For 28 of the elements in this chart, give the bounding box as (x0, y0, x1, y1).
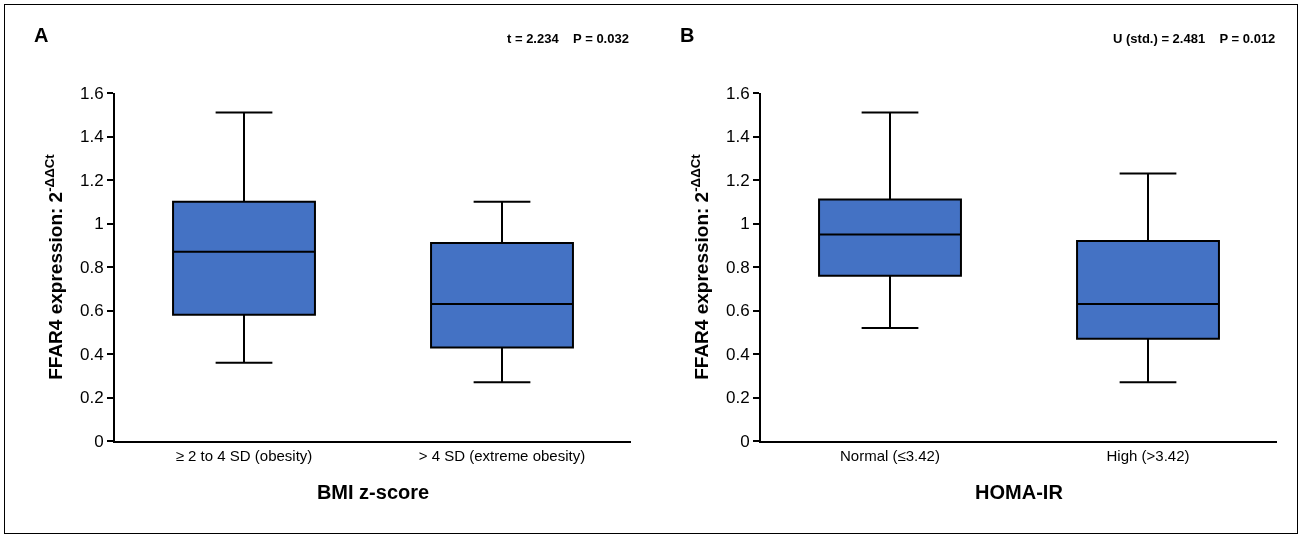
text: A (34, 24, 49, 46)
y-tick-label: 1.6 (725, 83, 750, 103)
y-tick-label: 1 (94, 214, 104, 234)
text: B (680, 24, 695, 46)
y-tick-label: 0.6 (725, 301, 750, 321)
y-tick-label: 0 (740, 431, 750, 451)
text: U (std.) = 2.481 P = 0.012 (1113, 31, 1276, 46)
y-tick-label: 0.8 (725, 257, 750, 277)
y-tick-label: 0 (94, 431, 104, 451)
y-tick-label: 1.6 (79, 83, 104, 103)
y-tick-label: 0.8 (79, 257, 104, 277)
y-tick-label: 1 (740, 214, 750, 234)
text: t = 2.234 P = 0.032 (507, 31, 629, 46)
x-tick-label: > 4 SD (extreme obesity) (418, 447, 586, 464)
x-axis-title: BMI z-score (316, 481, 430, 503)
y-tick-label: 0.6 (79, 301, 104, 321)
y-tick-label: 0.2 (725, 388, 750, 408)
x-tick-label: High (>3.42) (1106, 447, 1190, 464)
y-tick-label: 1.4 (79, 127, 104, 147)
y-tick-label: 1.2 (79, 170, 104, 190)
x-tick-label: Normal (≤3.42) (840, 447, 940, 464)
x-axis-title: HOMA-IR (975, 481, 1064, 503)
y-tick-label: 0.2 (79, 388, 104, 408)
y-tick-label: 1.2 (725, 170, 750, 190)
y-tick-label: 0.4 (725, 344, 750, 364)
x-tick-label: ≥ 2 to 4 SD (obesity) (175, 447, 313, 464)
y-tick-label: 0.4 (79, 344, 104, 364)
y-tick-label: 1.4 (725, 127, 750, 147)
